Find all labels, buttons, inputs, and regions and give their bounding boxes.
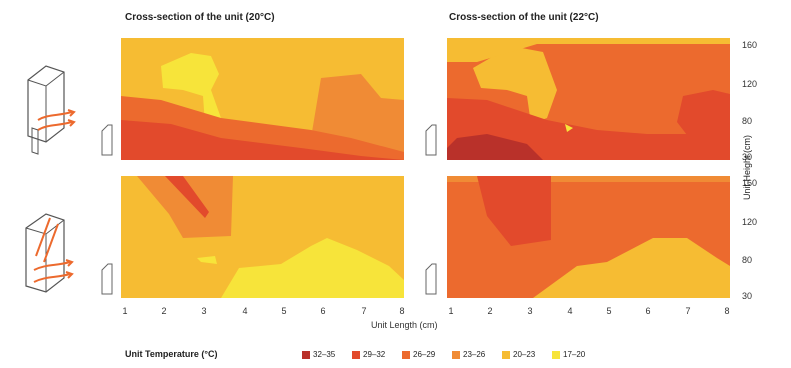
y-tick-label: 160 <box>742 178 758 188</box>
zone-20-23 <box>533 238 730 298</box>
x-tick-label: 2 <box>487 306 493 316</box>
x-tick-label: 1 <box>122 306 128 316</box>
legend-label: 26–29 <box>413 350 436 359</box>
legend-item: 26–29 <box>402 350 435 359</box>
zone-17-20 <box>221 238 404 298</box>
legend-item: 17–20 <box>552 350 585 359</box>
heatmap-panel-22c-bottom <box>447 176 730 298</box>
zone-17-20-spot <box>565 124 573 132</box>
zone-29-32-right <box>677 90 730 148</box>
chart-title-22c: Cross-section of the unit (22°C) <box>449 12 599 23</box>
zone-20-23-edge <box>447 38 730 62</box>
y-axis-label: Unit Height (cm) <box>742 134 752 200</box>
x-tick-label: 3 <box>201 306 207 316</box>
x-axis-label: Unit Length (cm) <box>371 320 438 330</box>
heatmap-panel-20c-bottom <box>121 176 404 298</box>
legend-label: 29–32 <box>363 350 386 359</box>
zone-23-26 <box>137 176 233 238</box>
legend-swatch <box>302 350 310 359</box>
legend-item: 23–26 <box>452 350 485 359</box>
legend-swatch <box>452 350 460 359</box>
zone-29-32 <box>165 176 209 218</box>
heatmap-panel-22c-top <box>447 38 730 160</box>
x-tick-label: 1 <box>448 306 454 316</box>
zone-32-35 <box>447 134 543 160</box>
zone-29-32 <box>477 176 551 246</box>
legend-label: 20–23 <box>513 350 536 359</box>
heatmap-panel-20c-top <box>121 38 404 160</box>
legend-label: 32–35 <box>313 350 336 359</box>
legend-label: 17–20 <box>563 350 586 359</box>
zone-20-23 <box>473 46 557 124</box>
x-tick-label: 7 <box>361 306 367 316</box>
x-tick-label: 4 <box>567 306 573 316</box>
y-tick-label: 30 <box>742 152 753 162</box>
x-tick-label: 6 <box>320 306 326 316</box>
legend-item: 32–35 <box>302 350 335 359</box>
y-tick-label: 30 <box>742 291 753 301</box>
unit-diagram-bottom-icon <box>25 213 74 293</box>
zone-29-32 <box>121 120 404 160</box>
zone-17-20 <box>161 53 221 124</box>
x-tick-label: 5 <box>281 306 287 316</box>
x-tick-label: 7 <box>685 306 691 316</box>
x-tick-label: 6 <box>645 306 651 316</box>
x-tick-label: 8 <box>724 306 730 316</box>
legend-swatch <box>552 350 560 359</box>
unit-outline-icon <box>425 263 437 295</box>
x-tick-label: 3 <box>527 306 533 316</box>
y-tick-label: 120 <box>742 217 758 227</box>
unit-outline-icon <box>101 124 113 156</box>
y-tick-label: 80 <box>742 116 753 126</box>
legend-swatch <box>402 350 410 359</box>
x-tick-label: 8 <box>399 306 405 316</box>
y-tick-label: 80 <box>742 255 753 265</box>
legend-title: Unit Temperature (°C) <box>125 349 218 359</box>
y-tick-label: 160 <box>742 40 758 50</box>
unit-outline-icon <box>425 124 437 156</box>
legend-swatch <box>502 350 510 359</box>
zone-17-20-spot <box>197 256 217 264</box>
legend-label: 23–26 <box>463 350 486 359</box>
x-tick-label: 2 <box>161 306 167 316</box>
chart-title-20c: Cross-section of the unit (20°C) <box>125 12 275 23</box>
legend-swatch <box>352 350 360 359</box>
legend-item: 20–23 <box>502 350 535 359</box>
legend-item: 29–32 <box>352 350 385 359</box>
y-tick-label: 120 <box>742 79 758 89</box>
unit-outline-icon <box>101 263 113 295</box>
unit-diagram-top-icon <box>27 65 76 155</box>
x-tick-label: 4 <box>242 306 248 316</box>
x-tick-label: 5 <box>606 306 612 316</box>
